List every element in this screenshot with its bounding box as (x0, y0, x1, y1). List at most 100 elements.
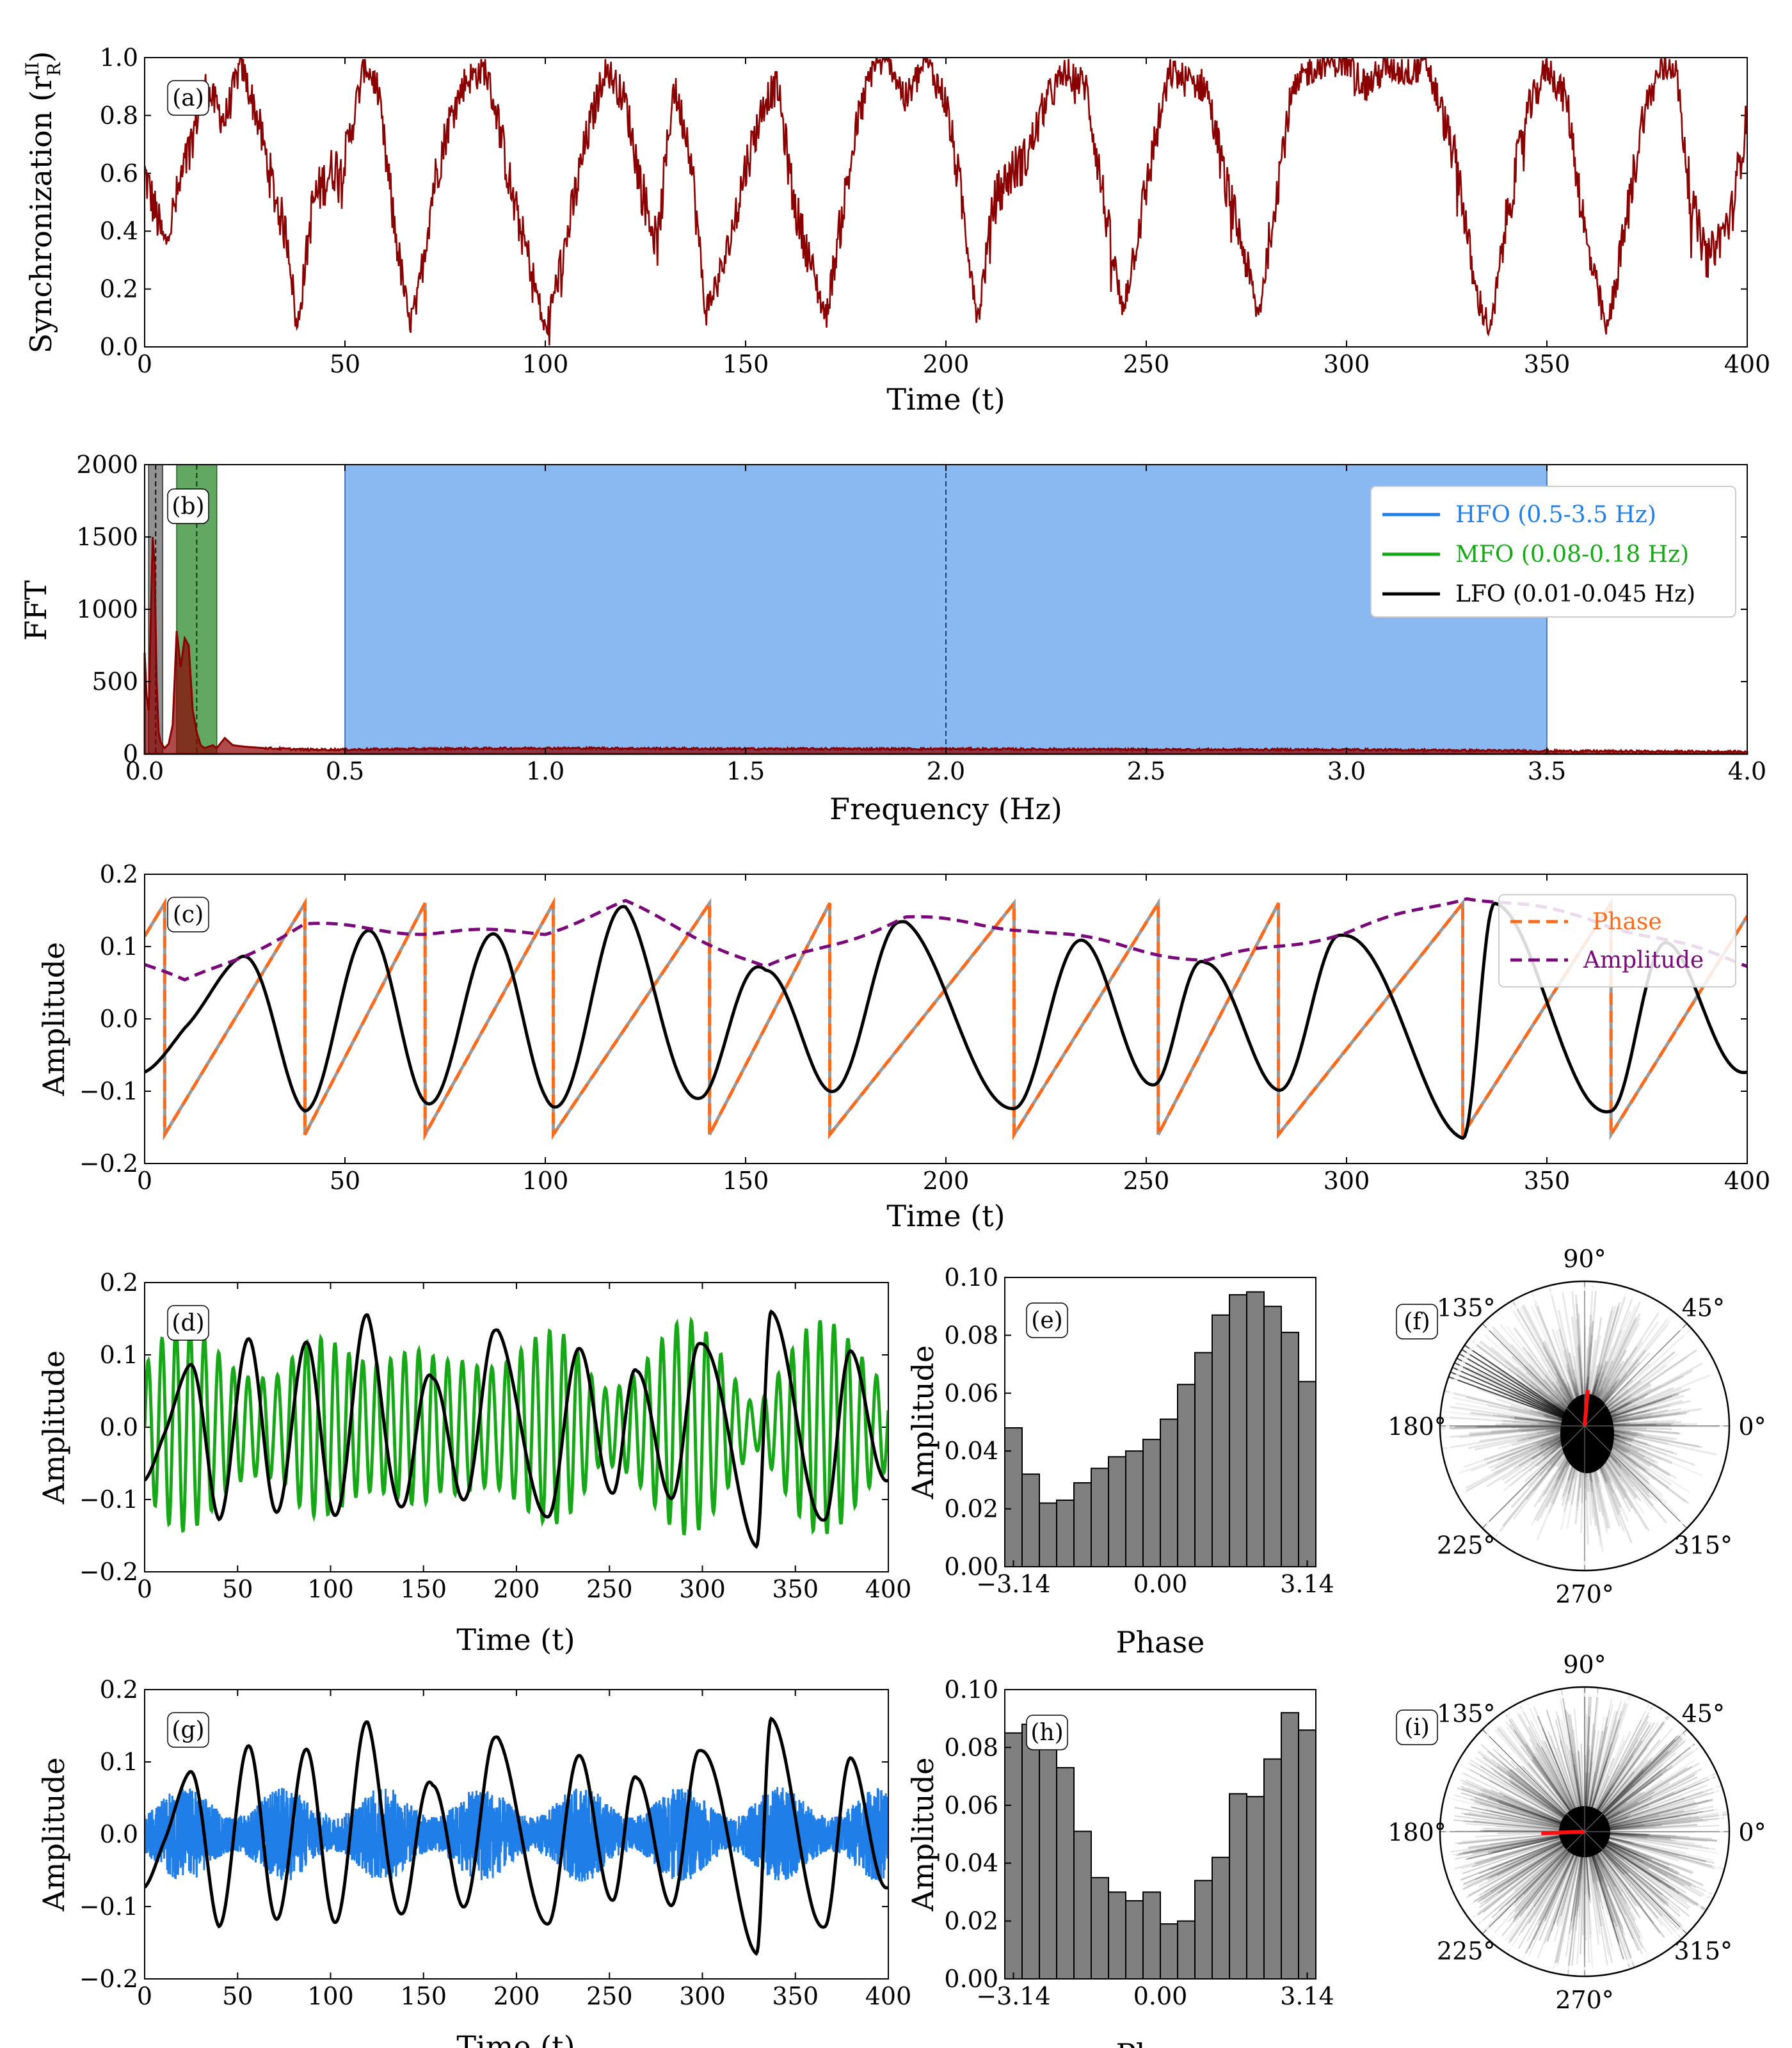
polar-ray (1452, 1366, 1585, 1427)
y-tick-label: 0.0 (100, 333, 138, 361)
angle-label: 270° (1555, 1580, 1614, 1608)
x-axis-label: Time (t) (886, 382, 1005, 417)
x-tick-label: 400 (865, 1982, 912, 2010)
angle-label: 135° (1437, 1700, 1496, 1728)
x-tick-label: 0.00 (1133, 1982, 1188, 2010)
hist-bar (1125, 1900, 1144, 1980)
panel-label-box (167, 897, 209, 932)
x-tick-label: 100 (522, 350, 569, 378)
hist-bar (1004, 1732, 1023, 1980)
polar-rim (1446, 1693, 1724, 1971)
panel-i: 0° 45° 90° 135° 180° 225° 270° 315° (i) (1388, 1651, 1766, 2014)
angle-label: 225° (1437, 1531, 1496, 1559)
y-tick-label: 0.1 (100, 932, 138, 961)
hist-bar (1177, 1384, 1196, 1567)
panel-label: (e) (1031, 1308, 1062, 1334)
x-axis-label: Frequency (Hz) (829, 792, 1062, 826)
y-tick-label: 0.0 (100, 1005, 138, 1033)
angle-label: 315° (1674, 1937, 1733, 1965)
y-tick-label: 0 (123, 740, 138, 768)
panel-f: 0° 45° 90° 135° 180° 225° 270° 315° (f) (1388, 1245, 1766, 1608)
hist-bar (1142, 1439, 1161, 1568)
y-axis-label: Amplitude (36, 1757, 71, 1912)
polar-ray (1448, 1376, 1585, 1427)
y-tick-label: 0.0 (100, 1413, 138, 1441)
x-tick-label: 3.14 (1280, 1982, 1334, 2010)
x-axis-label: Time (t) (456, 2029, 575, 2048)
y-tick-label: 0.1 (100, 1748, 138, 1776)
y-axis-label: Amplitude (36, 1350, 71, 1505)
panel-label-box (167, 488, 209, 524)
panel-g: 0 50 100 150 200 250 300 350 400 −0.2 −0.1 0.0 0.1 0.… (36, 1676, 911, 2048)
hist-bar (1056, 1500, 1075, 1568)
x-tick-label: 150 (400, 1575, 447, 1603)
x-tick-label: 100 (307, 1575, 354, 1603)
sync-series-line (145, 58, 1747, 346)
angle-label: 270° (1555, 1986, 1614, 2014)
x-tick-label: 400 (1724, 350, 1771, 378)
y-tick-label: 0.06 (944, 1379, 998, 1407)
x-tick-label: −3.14 (976, 1982, 1050, 2010)
x-axis-label: Phase (1116, 1625, 1205, 1660)
panel-label: (c) (173, 902, 204, 928)
x-tick-label: 4.0 (1728, 757, 1766, 785)
y-tick-label: 0.08 (944, 1733, 998, 1761)
hist-bar (1108, 1456, 1126, 1567)
panel-label: (b) (172, 493, 204, 520)
hist-bar (1212, 1857, 1230, 1980)
x-tick-label: 350 (1524, 1167, 1571, 1195)
x-tick-label: 0.5 (326, 757, 364, 785)
y-tick-label: 0.02 (944, 1907, 998, 1935)
legend-label-amplitude: Amplitude (1583, 947, 1704, 973)
legend-label: MFO (0.08-0.18 Hz) (1455, 541, 1689, 568)
axes-frame (144, 1282, 889, 1572)
y-tick-label: 0.04 (944, 1437, 998, 1465)
y-tick-label: −0.1 (79, 1077, 138, 1105)
panel-a: 0 50 100 150 200 250 300 350 400 0.0 0.2 0.4 0.6 0.8 1… (22, 44, 1770, 417)
hist-bar (1246, 1796, 1265, 1980)
x-tick-label: 250 (1123, 1167, 1170, 1195)
x-tick-label: 50 (330, 1167, 360, 1195)
hist-bar (1039, 1741, 1057, 1980)
y-axis-label: Amplitude (906, 1345, 940, 1500)
hist-bar (1021, 1724, 1040, 1980)
panel-label-box (1396, 1304, 1438, 1340)
legend: HFO (0.5-3.5 Hz) MFO (0.08-0.18 Hz) LFO (0… (1370, 486, 1736, 618)
angle-label: 0° (1738, 1818, 1766, 1846)
x-tick-label: 3.0 (1327, 757, 1366, 785)
x-tick-label: 2.5 (1127, 757, 1165, 785)
polar-frame (1439, 1280, 1731, 1572)
x-axis-label: Time (t) (456, 1622, 575, 1657)
x-tick-label: 250 (1123, 350, 1170, 378)
y-tick-label: 2000 (76, 451, 138, 479)
lfo-series-line (145, 1716, 888, 1956)
hist-bar (1229, 1294, 1247, 1567)
angle-label: 225° (1437, 1937, 1496, 1965)
legend: Phase Amplitude (1498, 894, 1736, 988)
y-tick-label: 0.02 (944, 1495, 998, 1523)
hist-bar (1194, 1352, 1213, 1568)
panel-c: 0 50 100 150 200 250 300 350 400 −0.2 −0.1 0.0 0.1 0.… (36, 860, 1770, 1233)
x-tick-label: 200 (493, 1982, 540, 2010)
polar-frame (1439, 1686, 1731, 1978)
y-tick-label: 0.10 (944, 1676, 998, 1704)
x-axis-label: Phase (1116, 2037, 1205, 2048)
panel-e: −3.14 0.00 3.140.000.020.040.060.080.10(e)… (906, 1263, 1334, 1660)
polar-ray (1445, 1390, 1585, 1427)
x-tick-label: 300 (1324, 350, 1370, 378)
hist-bar (1298, 1380, 1316, 1567)
x-tick-label: 50 (222, 1982, 253, 2010)
hist-bar (1298, 1729, 1316, 1980)
panel-label: (a) (172, 85, 204, 111)
x-tick-label: 0 (137, 1167, 152, 1195)
y-tick-label: 0.0 (100, 1820, 138, 1848)
panel-label: (i) (1404, 1715, 1430, 1741)
panel-label-box (167, 1712, 209, 1748)
hist-bar (1160, 1923, 1178, 1980)
y-tick-label: 0.6 (100, 159, 138, 188)
y-tick-label: −0.2 (79, 1149, 138, 1178)
panel-b: 0.0 0.5 1.0 1.5 2.0 2.5 3.0 3.5 4.0 0 500 1000 1500 2… (19, 451, 1766, 826)
x-tick-label: 300 (679, 1575, 726, 1603)
y-tick-label: 500 (92, 668, 138, 696)
y-tick-label: 0.08 (944, 1321, 998, 1349)
